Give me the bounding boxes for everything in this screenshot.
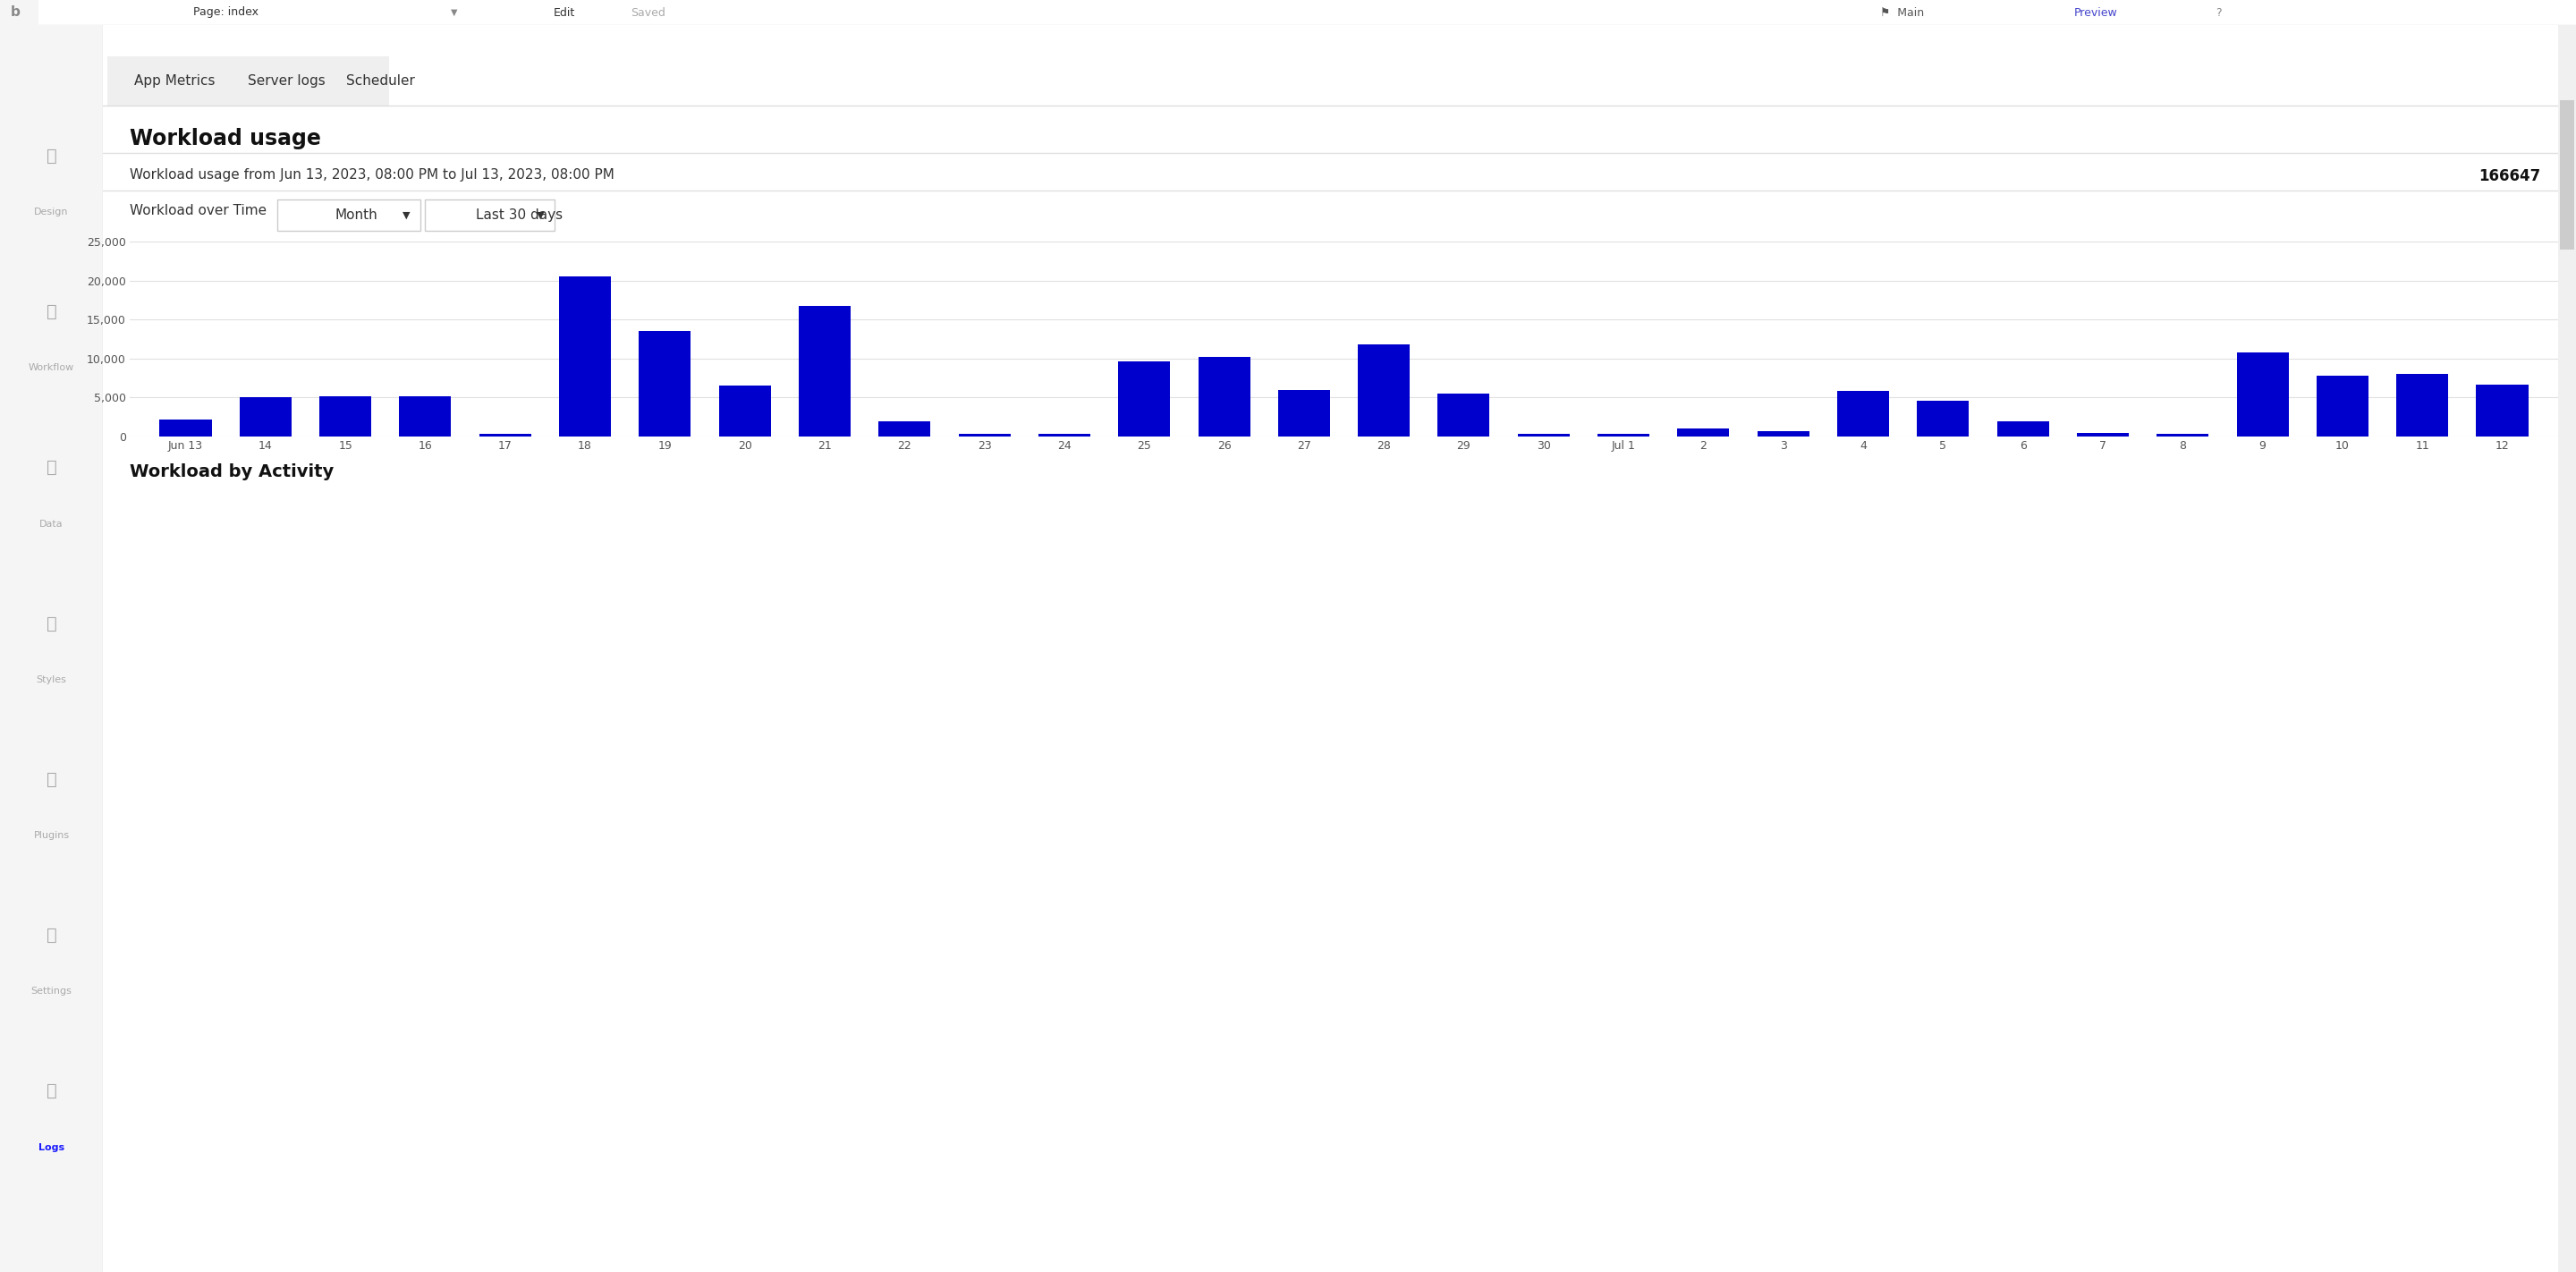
Text: Styles: Styles	[36, 675, 67, 684]
Bar	[425, 200, 554, 230]
Text: ?: ?	[2215, 6, 2221, 18]
Bar	[399, 396, 451, 436]
Text: Scheduler: Scheduler	[345, 74, 415, 88]
Bar	[1677, 429, 1728, 436]
Bar	[1996, 421, 2048, 436]
Text: Page: index: Page: index	[193, 6, 258, 18]
Bar	[1837, 391, 1888, 436]
Text: Last 30 days: Last 30 days	[477, 209, 564, 221]
Bar	[2476, 384, 2527, 436]
Bar	[1437, 393, 1489, 436]
Text: ⬛: ⬛	[46, 616, 57, 632]
Bar	[319, 396, 371, 436]
Text: Edit: Edit	[554, 6, 574, 18]
Bar	[160, 420, 211, 436]
Text: Server logs: Server logs	[247, 74, 325, 88]
Bar	[0, 0, 39, 25]
Bar	[2396, 374, 2447, 436]
Text: Workflow: Workflow	[28, 364, 75, 373]
Bar	[559, 276, 611, 436]
Bar	[2236, 352, 2287, 436]
Bar	[2561, 100, 2573, 249]
Text: 166647: 166647	[2478, 168, 2540, 184]
Text: Month: Month	[335, 209, 379, 221]
Text: Logs: Logs	[39, 1142, 64, 1151]
Bar	[1917, 401, 1968, 436]
Bar	[958, 434, 1010, 436]
Text: App Metrics: App Metrics	[134, 74, 214, 88]
Bar	[719, 385, 770, 436]
Text: ⬛: ⬛	[46, 303, 57, 321]
Text: ▼: ▼	[402, 211, 410, 220]
Text: ⬛: ⬛	[46, 459, 57, 476]
Bar	[278, 200, 420, 230]
Text: ▼: ▼	[451, 8, 459, 17]
Bar	[1198, 357, 1249, 436]
Bar	[1118, 361, 1170, 436]
Bar	[240, 398, 291, 436]
Text: ⬛: ⬛	[46, 148, 57, 164]
Bar	[878, 421, 930, 436]
Text: Workload by Activity: Workload by Activity	[129, 463, 335, 481]
Text: Settings: Settings	[31, 987, 72, 996]
Bar	[639, 331, 690, 436]
Text: Workload over Time: Workload over Time	[129, 204, 268, 218]
Text: Saved: Saved	[631, 6, 665, 18]
Bar	[479, 434, 531, 436]
Bar	[799, 307, 850, 436]
Text: b: b	[10, 6, 21, 19]
Text: Workload usage from Jun 13, 2023, 08:00 PM to Jul 13, 2023, 08:00 PM: Workload usage from Jun 13, 2023, 08:00 …	[129, 168, 613, 182]
Bar	[1597, 434, 1649, 436]
Bar	[1358, 345, 1409, 436]
Text: Preview: Preview	[2074, 6, 2117, 18]
Bar	[1038, 434, 1090, 436]
Bar	[108, 56, 389, 106]
Text: ▼: ▼	[536, 211, 544, 220]
Text: Workload usage: Workload usage	[129, 128, 322, 149]
Text: Data: Data	[39, 519, 64, 528]
Bar	[2316, 375, 2367, 436]
Text: Plugins: Plugins	[33, 831, 70, 840]
Bar	[1278, 389, 1329, 436]
Text: ⚑  Main: ⚑ Main	[1880, 6, 1924, 18]
Bar	[1517, 434, 1569, 436]
Bar	[1757, 431, 1808, 436]
Bar	[2076, 432, 2128, 436]
Bar	[2156, 434, 2208, 436]
Text: ⬛: ⬛	[46, 771, 57, 787]
Text: ⬛: ⬛	[46, 1082, 57, 1100]
Text: ⬛: ⬛	[46, 927, 57, 944]
Text: Design: Design	[33, 207, 70, 216]
